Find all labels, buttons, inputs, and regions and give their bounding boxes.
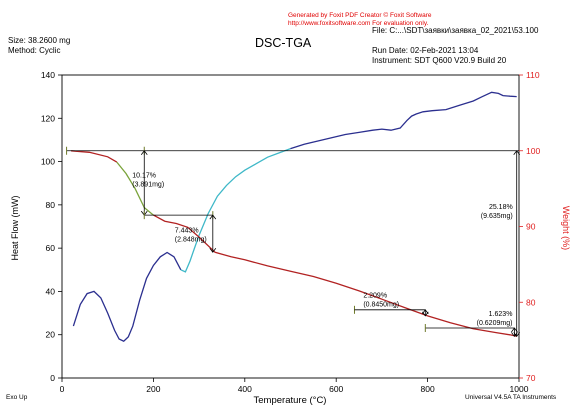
weight-curve <box>153 214 517 337</box>
x-tick-label: 800 <box>421 384 435 394</box>
x-axis-label: Temperature (°C) <box>254 395 327 406</box>
x-tick-label: 0 <box>60 384 65 394</box>
total-loss-arrow-head-top <box>513 150 521 155</box>
y-left-tick-label: 80 <box>46 200 56 210</box>
step4-label-mass: (0.6209mg) <box>477 320 513 327</box>
watermark-line1: Generated by Foxit PDF Creator © Foxit S… <box>288 11 432 19</box>
instrument: Instrument: SDT Q600 V20.9 Build 20 <box>372 56 507 65</box>
step1-label-percent: 10.17% <box>132 172 156 179</box>
chart-title: DSC-TGA <box>255 36 312 50</box>
y-right-tick-label: 110 <box>526 70 540 80</box>
total-loss-label-mass: (9.635mg) <box>481 213 513 220</box>
x-tick-label: 1000 <box>510 384 529 394</box>
step4-label-percent: 1.623% <box>489 311 513 318</box>
y-right-tick-label: 70 <box>526 373 536 383</box>
step2-arrow-head-bottom <box>209 248 217 253</box>
file-path: File: C:...\SDT\заявки\заявка_02_2021\53… <box>372 26 539 35</box>
method: Method: Cyclic <box>8 46 60 55</box>
y-left-tick-label: 140 <box>41 70 55 80</box>
run-date: Run Date: 02-Feb-2021 13:04 <box>372 46 479 55</box>
step3-arrow-head-top <box>421 309 429 315</box>
x-tick-label: 400 <box>238 384 252 394</box>
y-left-tick-label: 120 <box>41 113 55 123</box>
step2-label-percent: 7.443% <box>175 228 199 235</box>
y-axis-left-label: Heat Flow (mW) <box>10 195 20 260</box>
y-left-tick-label: 60 <box>46 243 56 253</box>
y-left-tick-label: 0 <box>50 373 55 383</box>
y-right-tick-label: 100 <box>526 146 540 156</box>
step1-label-mass: (3.891mg) <box>132 181 164 188</box>
step2-label-mass: (2.848mg) <box>175 237 207 244</box>
exo-up-label: Exo Up <box>6 394 28 401</box>
y-axis-right-label: Weight (%) <box>561 206 570 250</box>
weight-curve-start <box>71 150 118 163</box>
universal-label: Universal V4.5A TA Instruments <box>465 394 557 401</box>
heat-flow-curve-start <box>72 251 182 342</box>
step3-arrow-head-bottom <box>421 311 429 317</box>
step3-label-percent: 2.209% <box>363 293 387 300</box>
sample-size: Size: 38.2600 mg <box>8 36 70 45</box>
weight-curve-early <box>116 161 154 216</box>
x-tick-label: 200 <box>146 384 160 394</box>
total-loss-label-percent: 25.18% <box>489 204 513 211</box>
step2-arrow-head-top <box>209 214 217 220</box>
x-tick-label: 600 <box>329 384 343 394</box>
y-right-tick-label: 90 <box>526 222 536 232</box>
y-left-tick-label: 40 <box>46 286 56 296</box>
total-loss-arrow-head-bottom <box>513 332 521 338</box>
y-left-tick-label: 20 <box>46 330 56 340</box>
step3-label-mass: (0.8450mg) <box>363 302 399 309</box>
y-left-tick-label: 100 <box>41 157 55 167</box>
watermark-line2: http://www.foxitsoftware.com For evaluat… <box>288 20 429 27</box>
heat-flow-curve-rising <box>180 147 291 273</box>
step1-arrow-head-top <box>140 150 148 155</box>
heat-flow-curve-end <box>290 91 517 150</box>
y-right-tick-label: 80 <box>526 297 536 307</box>
